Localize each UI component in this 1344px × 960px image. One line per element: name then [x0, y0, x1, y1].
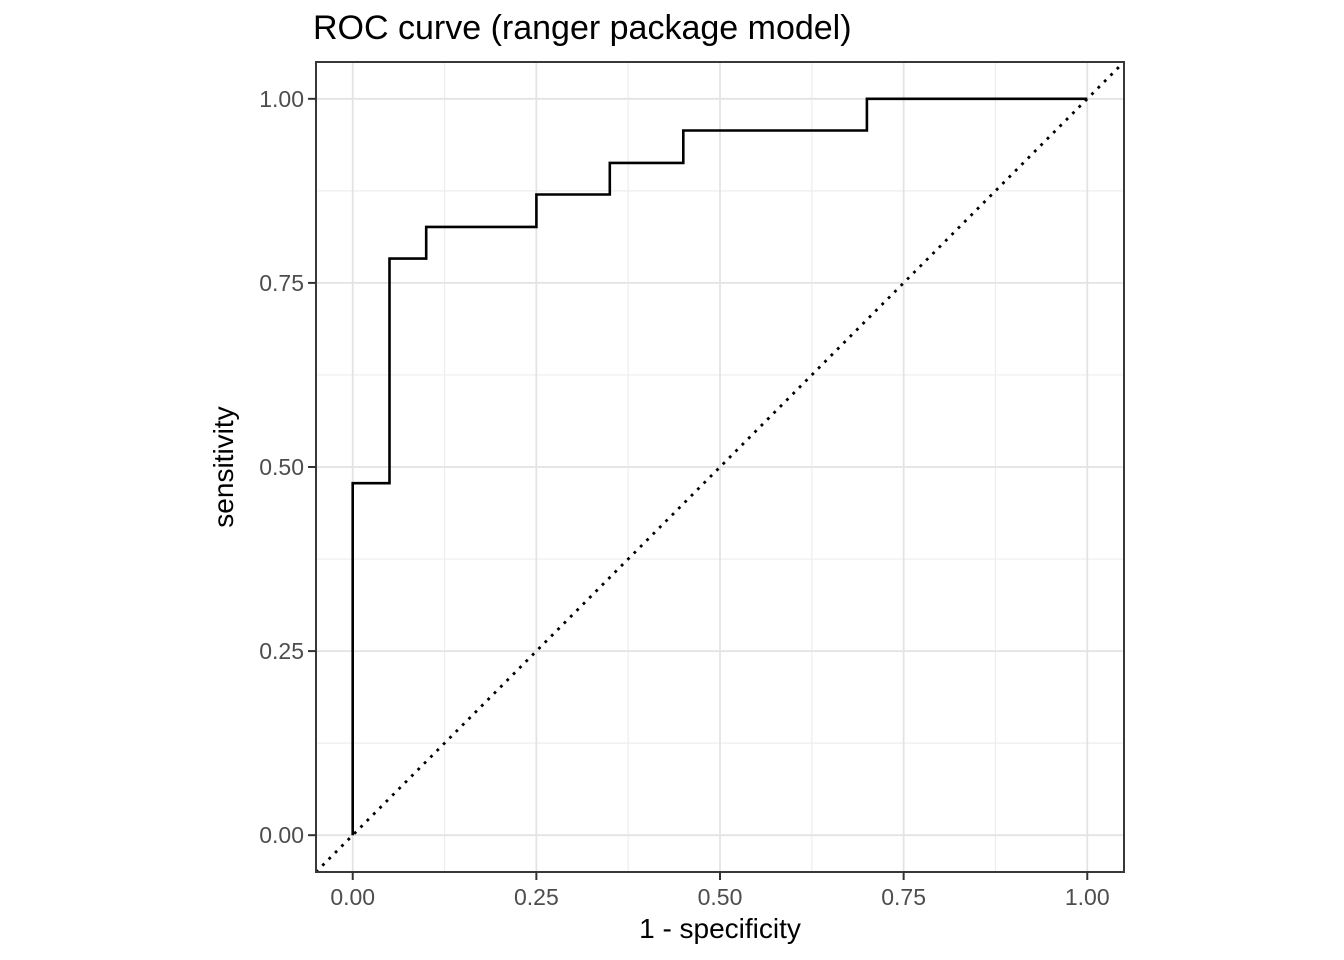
chance-diagonal-line: [315, 61, 1125, 873]
y-tick-label: 0.50: [259, 454, 304, 480]
roc-curve-line: [351, 97, 1088, 836]
x-tick-label: 0.25: [513, 884, 559, 910]
y-tick-label: 1.00: [259, 85, 304, 112]
y-tick-label: 0.75: [259, 269, 304, 296]
x-tick-label: 0.75: [881, 884, 926, 910]
x-axis-title: 1 - specificity: [639, 913, 801, 944]
y-axis-title: sensitivity: [208, 406, 239, 528]
y-tick-label: 0.00: [259, 822, 304, 849]
x-tick-label: 0.00: [330, 884, 376, 910]
x-tick-label: 1.00: [1064, 884, 1110, 910]
x-tick-label: 0.50: [697, 884, 743, 910]
y-tick-label: 0.25: [259, 638, 304, 665]
plot-title: ROC curve (ranger package model): [313, 9, 852, 47]
